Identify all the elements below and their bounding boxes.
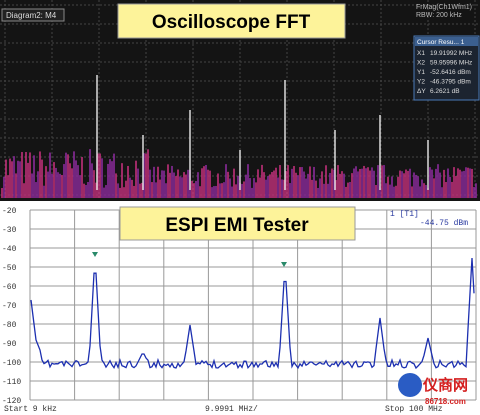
diagram-label: Diagram2: M4 [6,11,57,20]
y-label: -110 [2,378,21,387]
watermark-logo [398,373,422,397]
cursor-header-bg [415,37,478,46]
diagram-tag [1,8,65,22]
emi-grid [29,209,477,401]
scope-noise [1,149,477,198]
watermark-site: 86718.com [425,397,466,406]
cursor-key: ΔY [417,88,426,95]
title-box [117,3,346,39]
emi-title: ESPI EMI Tester [165,215,309,236]
span-label: 9.9991 MHz/ [205,405,258,414]
cursor-value: 59.95996 MHz [430,60,472,67]
y-label: -70 [2,302,17,311]
title-box [119,206,356,241]
cursor-header: Cursor Resu... 1 [417,39,465,46]
y-label: -40 [2,245,17,254]
cursor-key: Y1 [417,69,425,76]
y-label: -60 [2,283,17,292]
trace-label: FrMag(Ch1Wfm1) [416,4,472,11]
y-label: -80 [2,321,17,330]
scope-title: Oscilloscope FFT [152,12,311,33]
cursor-key: Y2 [417,79,425,86]
cursor-key: X2 [417,60,425,67]
cursor-panel [413,35,480,101]
cursor-value: 19.91992 MHz [430,50,472,57]
start-label: Start 9 kHz [4,405,57,414]
y-label: -50 [2,264,17,273]
y-label: -90 [2,340,17,349]
watermark-name: 仪商网 [422,376,468,394]
y-label: -20 [2,207,17,216]
marker-label: 1 [T1] [390,210,419,219]
cursor-value: 6.2621 dB [430,88,460,95]
y-label: -100 [2,359,21,368]
scope-spikes [96,75,429,190]
cursor-value: -46.3795 dBm [430,79,471,86]
stop-label: Stop 100 MHz [385,405,443,414]
emi-trace [30,257,475,370]
cursor-key: X1 [417,50,425,57]
emi-y-labels: -20 -30 -40 -50 -60 -70 -80 -90 -100 -110 -120 [2,207,21,406]
marker-level: -44.75 dBm [420,219,468,228]
rbw-label: RBW: 200 kHz [416,12,462,19]
y-label: -30 [2,226,17,235]
cursor-value: -52.6416 dBm [430,69,471,76]
y-label: -120 [2,397,21,406]
cursor-rows: X1 19.91992 MHz X2 59.95996 MHz Y1 -52.6416 d… [417,50,472,95]
